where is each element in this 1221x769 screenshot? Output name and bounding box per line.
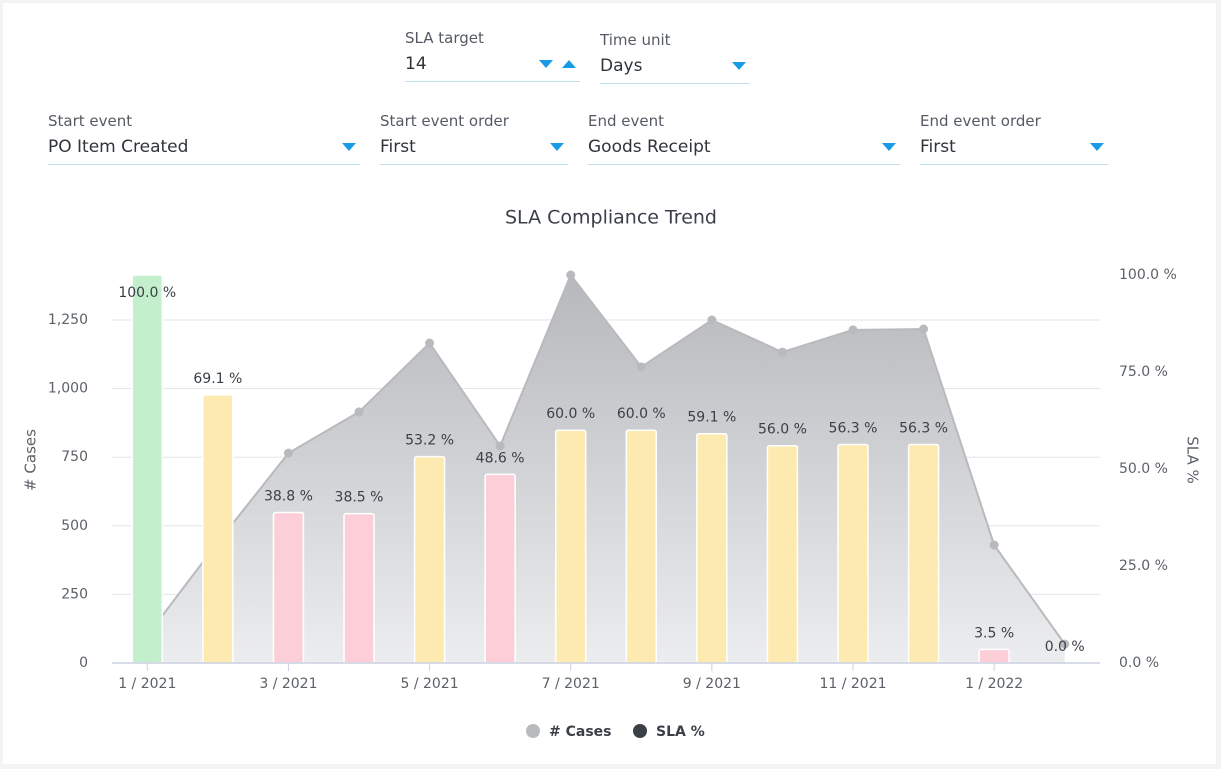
area-point <box>636 362 646 372</box>
y-tick-label: 1,000 <box>48 381 88 397</box>
field-label: Start event order <box>380 112 509 130</box>
area <box>147 275 1065 663</box>
field-label: Time unit <box>600 31 671 49</box>
decrement-arrow[interactable] <box>539 60 553 68</box>
area-point <box>777 347 787 357</box>
bar-value-label: 56.3 % <box>829 421 878 437</box>
bar-value-label: 59.1 % <box>687 410 736 426</box>
y2-axis-title: SLA % <box>1184 436 1202 484</box>
area-point <box>425 338 435 348</box>
x-tick-label: 3 / 2021 <box>259 676 317 692</box>
field-value: PO Item Created <box>48 137 189 157</box>
x-tick-label: 5 / 2021 <box>400 676 458 692</box>
bar <box>554 429 587 664</box>
field-label: Start event <box>48 112 133 130</box>
y2-tick-label: 50.0 % <box>1119 461 1168 477</box>
increment-arrow[interactable] <box>562 60 576 68</box>
legend-swatch <box>633 724 647 738</box>
area-point <box>566 270 576 280</box>
dropdown-arrow[interactable] <box>1090 143 1104 151</box>
bar <box>837 443 869 664</box>
dropdown[interactable]: Start event order First <box>380 112 568 165</box>
y2-tick-label: 0.0 % <box>1119 655 1159 671</box>
y2-tick-label: 75.0 % <box>1119 364 1168 380</box>
legend-label: SLA % <box>656 724 705 740</box>
y-tick-label: 0 <box>79 655 88 671</box>
dropdown[interactable]: End event Goods Receipt <box>588 112 900 165</box>
area-point <box>495 441 505 451</box>
area-point <box>354 407 364 417</box>
legend-label: # Cases <box>549 724 612 740</box>
y2-tick-label: 100.0 % <box>1119 267 1177 283</box>
area-point <box>1060 639 1070 649</box>
y-tick-label: 1,250 <box>48 312 88 328</box>
area-point <box>283 448 293 458</box>
bar <box>413 455 446 664</box>
bar-value-label: 0.0 % <box>1045 639 1085 655</box>
area-point <box>848 325 858 335</box>
bar <box>484 473 516 664</box>
bar-value-label: 60.0 % <box>546 406 595 422</box>
field-value: 14 <box>405 54 427 74</box>
field-value: First <box>920 137 956 157</box>
field-value: Days <box>600 56 643 76</box>
y-tick-label: 500 <box>61 518 88 534</box>
area-point <box>707 315 717 325</box>
x-tick-label: 1 / 2022 <box>965 676 1023 692</box>
bar <box>202 394 234 664</box>
field-value: First <box>380 137 416 157</box>
x-tick-label: 7 / 2021 <box>542 676 600 692</box>
dropdown-arrow[interactable] <box>342 143 356 151</box>
x-tick-label: 1 / 2021 <box>118 676 176 692</box>
y2-tick-label: 25.0 % <box>1119 558 1168 574</box>
bar-value-label: 3.5 % <box>974 625 1014 641</box>
x-tick-label: 11 / 2021 <box>819 676 886 692</box>
y-tick-label: 250 <box>61 586 88 602</box>
field-label: SLA target <box>405 29 484 47</box>
area-point <box>989 540 999 550</box>
y-axis-title: # Cases <box>22 429 40 491</box>
dropdown-arrow[interactable] <box>732 62 746 70</box>
bar-value-label: 53.2 % <box>405 433 454 449</box>
bar <box>625 429 658 664</box>
area-point <box>919 324 929 334</box>
chart-title: SLA Compliance Trend <box>505 207 717 229</box>
bar <box>978 648 1010 664</box>
bar <box>907 443 940 664</box>
field-label: End event <box>588 112 664 130</box>
dropdown[interactable]: End event order First <box>920 112 1108 165</box>
bar-value-label: 38.5 % <box>335 490 384 506</box>
x-tick-label: 9 / 2021 <box>683 676 741 692</box>
bar-value-label: 60.0 % <box>617 406 666 422</box>
field-value: Goods Receipt <box>588 137 711 157</box>
field-label: End event order <box>920 112 1041 130</box>
dropdown[interactable]: SLA target 14 <box>405 29 580 82</box>
bar-value-label: 56.0 % <box>758 422 807 438</box>
bar-value-label: 56.3 % <box>899 421 948 437</box>
legend-swatch <box>526 724 540 738</box>
bar <box>766 444 799 664</box>
dropdown-arrow[interactable] <box>882 143 896 151</box>
area-line <box>146 273 1066 645</box>
bar <box>696 432 728 664</box>
bar-value-label: 69.1 % <box>193 371 242 387</box>
bar <box>131 274 164 664</box>
dropdown[interactable]: Time unit Days <box>600 31 750 84</box>
bar-value-label: 48.6 % <box>476 450 525 466</box>
dropdown-arrow[interactable] <box>550 143 564 151</box>
bar <box>343 512 375 664</box>
y-tick-label: 750 <box>61 449 88 465</box>
dropdown[interactable]: Start event PO Item Created <box>48 112 360 165</box>
bar <box>272 511 305 664</box>
bar-value-label: 38.8 % <box>264 488 313 504</box>
bar-value-label: 100.0 % <box>118 285 176 301</box>
